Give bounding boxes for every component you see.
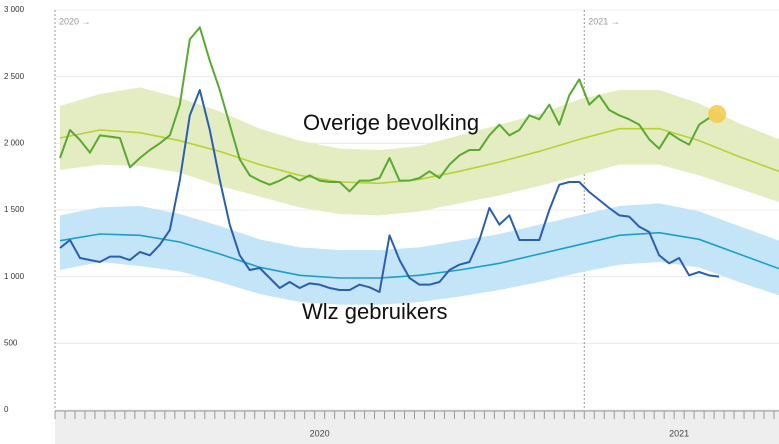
series-label: Wlz gebruikers [302, 299, 447, 324]
x-axis-band [55, 412, 779, 444]
y-tick-label: 1 000 [4, 272, 25, 281]
series-label: Overige bevolking [303, 110, 479, 135]
x-tick-label: 2020 [310, 428, 330, 438]
y-tick-label: 2 500 [4, 72, 25, 81]
expected-line [59, 231, 779, 279]
expected-band [59, 87, 779, 216]
y-tick-label: 0 [4, 405, 9, 414]
expected-line [59, 127, 779, 185]
x-tick-label: 2021 [669, 428, 689, 438]
series-line [59, 26, 710, 193]
period-label: 2020 → [59, 16, 91, 26]
expected-band [59, 203, 779, 305]
period-label: 2021 → [588, 16, 620, 26]
series-line [59, 89, 720, 293]
y-tick-label: 3 000 [4, 5, 25, 14]
y-tick-label: 1 500 [4, 205, 25, 214]
hover-dot [708, 105, 727, 123]
y-tick-label: 2 000 [4, 138, 25, 147]
y-tick-label: 500 [4, 338, 18, 347]
